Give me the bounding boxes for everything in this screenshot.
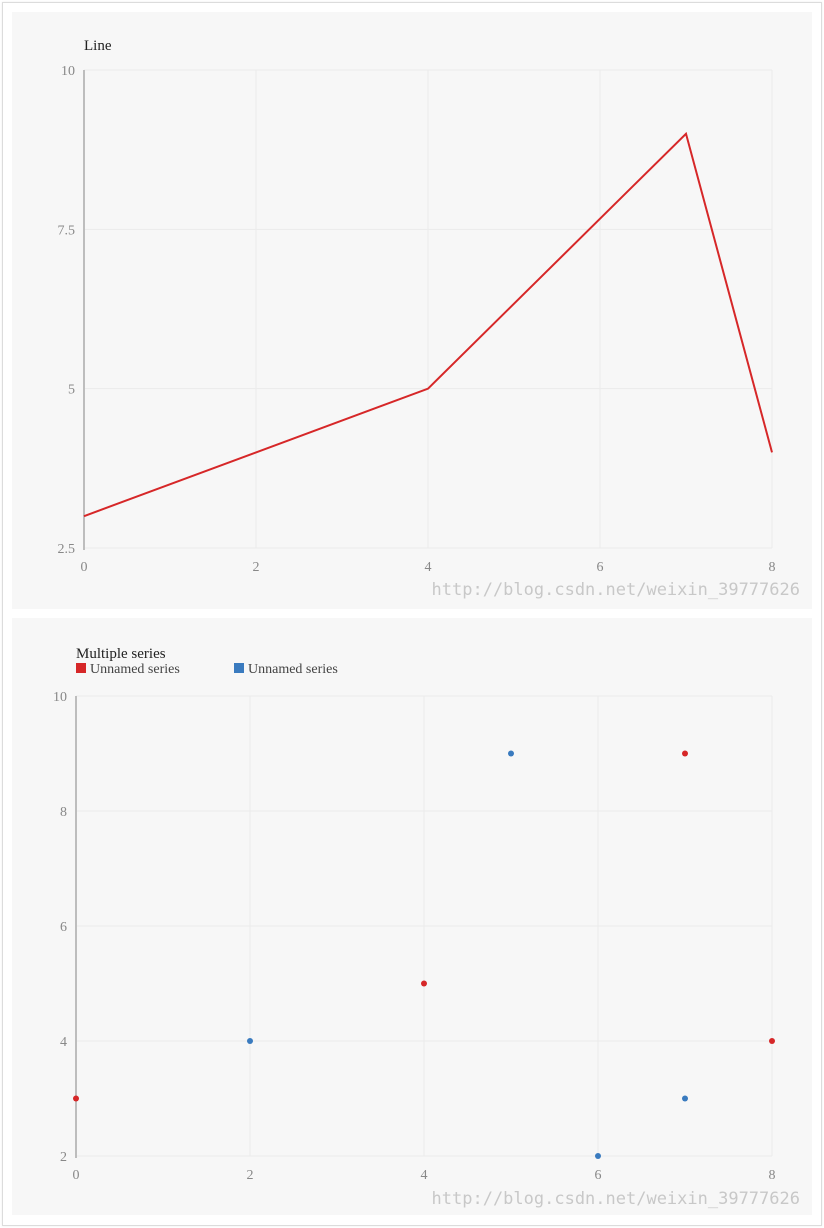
x-tick-label: 8 <box>769 1168 776 1183</box>
series-line <box>83 131 773 518</box>
data-point <box>682 750 688 757</box>
line-chart-panel: 0 2 4 6 8 2.5 5 7.5 10 Line http://blog.csdn.net/w… <box>12 12 812 609</box>
x-tick-label: 6 <box>597 560 604 575</box>
y-tick-label: 2.5 <box>58 542 76 557</box>
x-tick-label: 6 <box>595 1168 602 1183</box>
data-point <box>73 1095 79 1102</box>
grid <box>83 69 773 549</box>
chart-title: Line <box>84 38 112 54</box>
data-point <box>508 750 514 757</box>
chart-title: Multiple series <box>76 646 166 662</box>
y-tick-label: 4 <box>60 1035 67 1050</box>
data-point <box>769 1038 775 1044</box>
legend-label: Unnamed series <box>248 662 338 677</box>
legend-item: Unnamed series <box>76 662 180 677</box>
x-tick-label: 4 <box>425 560 432 575</box>
x-tick-label: 8 <box>769 560 776 575</box>
legend-item: Unnamed series <box>234 662 338 677</box>
y-tick-label: 6 <box>60 920 67 935</box>
data-point <box>595 1153 601 1159</box>
legend-swatch <box>76 663 86 673</box>
x-tick-label: 2 <box>253 560 260 575</box>
legend-label: Unnamed series <box>90 662 180 677</box>
line-chart: 0 2 4 6 8 2.5 5 7.5 10 Line http://blog.csdn.net/w… <box>58 38 801 600</box>
grid <box>75 695 773 1157</box>
x-tick-label: 2 <box>247 1168 254 1183</box>
y-tick-label: 2 <box>60 1150 67 1165</box>
data-point <box>421 980 427 987</box>
watermark-text: http://blog.csdn.net/weixin_39777626 <box>432 1189 800 1209</box>
x-tick-label: 0 <box>81 560 88 575</box>
legend-swatch <box>234 663 244 673</box>
y-tick-label: 8 <box>60 805 67 820</box>
x-tick-label: 0 <box>73 1168 80 1183</box>
y-tick-label: 10 <box>61 64 75 79</box>
data-point <box>682 1095 688 1102</box>
x-tick-label: 4 <box>421 1168 428 1183</box>
data-point <box>247 1038 253 1044</box>
y-tick-label: 7.5 <box>58 223 76 238</box>
watermark-text: http://blog.csdn.net/weixin_39777626 <box>432 580 800 600</box>
y-tick-label: 5 <box>68 383 75 398</box>
y-tick-label: 10 <box>53 690 67 705</box>
scatter-chart-panel: 0 2 4 6 8 2 4 6 8 10 Multiple series Unnamed series… <box>12 618 812 1215</box>
